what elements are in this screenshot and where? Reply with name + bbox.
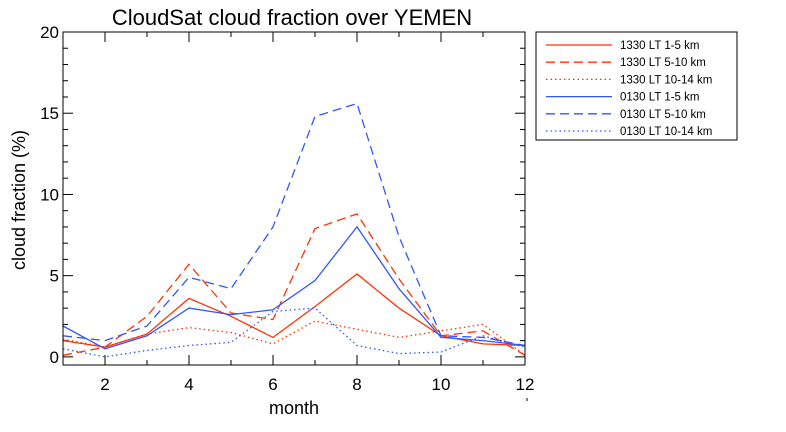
series-line-5	[62, 102, 526, 347]
legend-label: 0130 LT 10-14 km	[620, 126, 712, 138]
legend-box	[535, 31, 738, 141]
chart-title: CloudSat cloud fraction over YEMEN	[112, 5, 472, 30]
series-line-1	[62, 273, 526, 348]
x-tick-label: 10	[432, 375, 451, 394]
x-tick-label: 6	[268, 375, 277, 394]
y-tick-label: 0	[50, 348, 59, 367]
x-tick-label: 8	[352, 375, 361, 394]
series-line-3	[62, 320, 526, 356]
y-tick-label: 10	[40, 185, 59, 204]
y-tick-label: 20	[40, 23, 59, 42]
series-lines	[62, 102, 526, 358]
x-axis-title: month	[269, 398, 319, 418]
x-tick-label: 4	[184, 375, 193, 394]
series-line-4	[62, 225, 526, 350]
legend-label: 0130 LT 1-5 km	[620, 92, 699, 104]
x-tick-label: 2	[100, 375, 109, 394]
legend-label: 1330 LT 1-5 km	[620, 40, 699, 52]
y-tick-label: 15	[40, 104, 59, 123]
y-axis-title: cloud fraction (%)	[9, 130, 29, 270]
x-tick-label: 12	[516, 375, 535, 394]
series-line-2	[62, 213, 526, 356]
plot-frame	[62, 31, 526, 366]
y-tick-label: 5	[50, 267, 59, 286]
legend-label: 0130 LT 5-10 km	[620, 109, 706, 121]
legend-label: 1330 LT 5-10 km	[620, 57, 706, 69]
legend-label: 1330 LT 10-14 km	[620, 74, 712, 86]
legend: 1330 LT 1-5 km 1330 LT 5-10 km 1330 LT 10-…	[546, 40, 712, 138]
